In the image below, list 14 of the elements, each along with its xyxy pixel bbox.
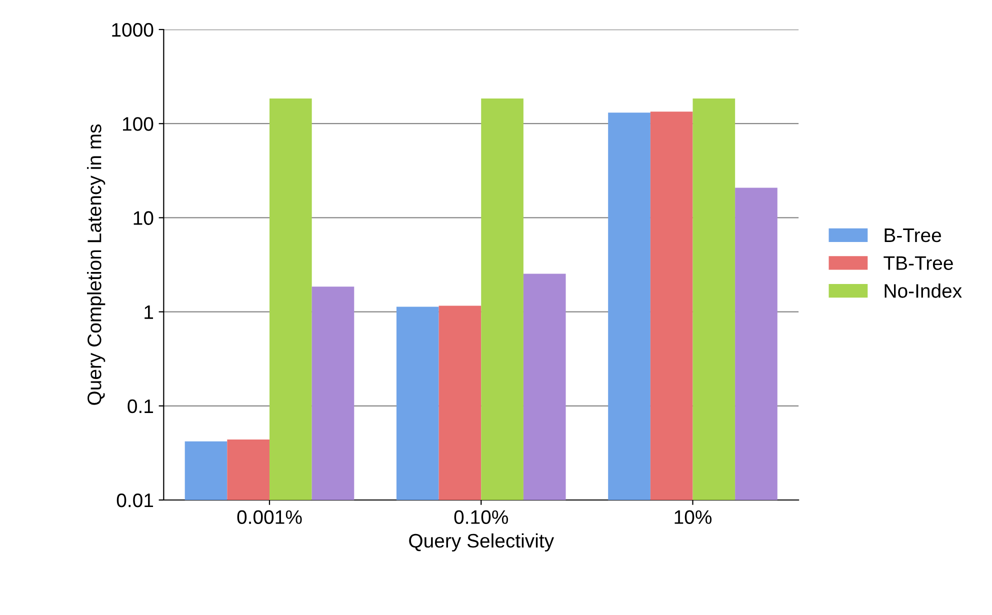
y-tick-label: 1 xyxy=(144,305,154,319)
y-tick-label: 100 xyxy=(123,117,154,131)
legend-label: No-Index xyxy=(884,284,962,298)
x-tick-label: 10% xyxy=(674,510,712,524)
y-axis-title: Query Completion Latency in ms xyxy=(87,124,106,405)
y-tick-label: 0.1 xyxy=(128,399,154,414)
x-tick-label: 0.10% xyxy=(454,510,508,524)
y-tick-label: 0.01 xyxy=(116,493,154,508)
y-tick-label: 1000 xyxy=(112,22,154,37)
y-tick-label: 10 xyxy=(134,211,154,225)
legend-label: TB-Tree xyxy=(884,256,953,270)
x-tick-label: 0.001% xyxy=(237,510,302,524)
x-axis-title: Query Selectivity xyxy=(409,533,554,552)
legend-label: B-Tree xyxy=(884,228,942,242)
